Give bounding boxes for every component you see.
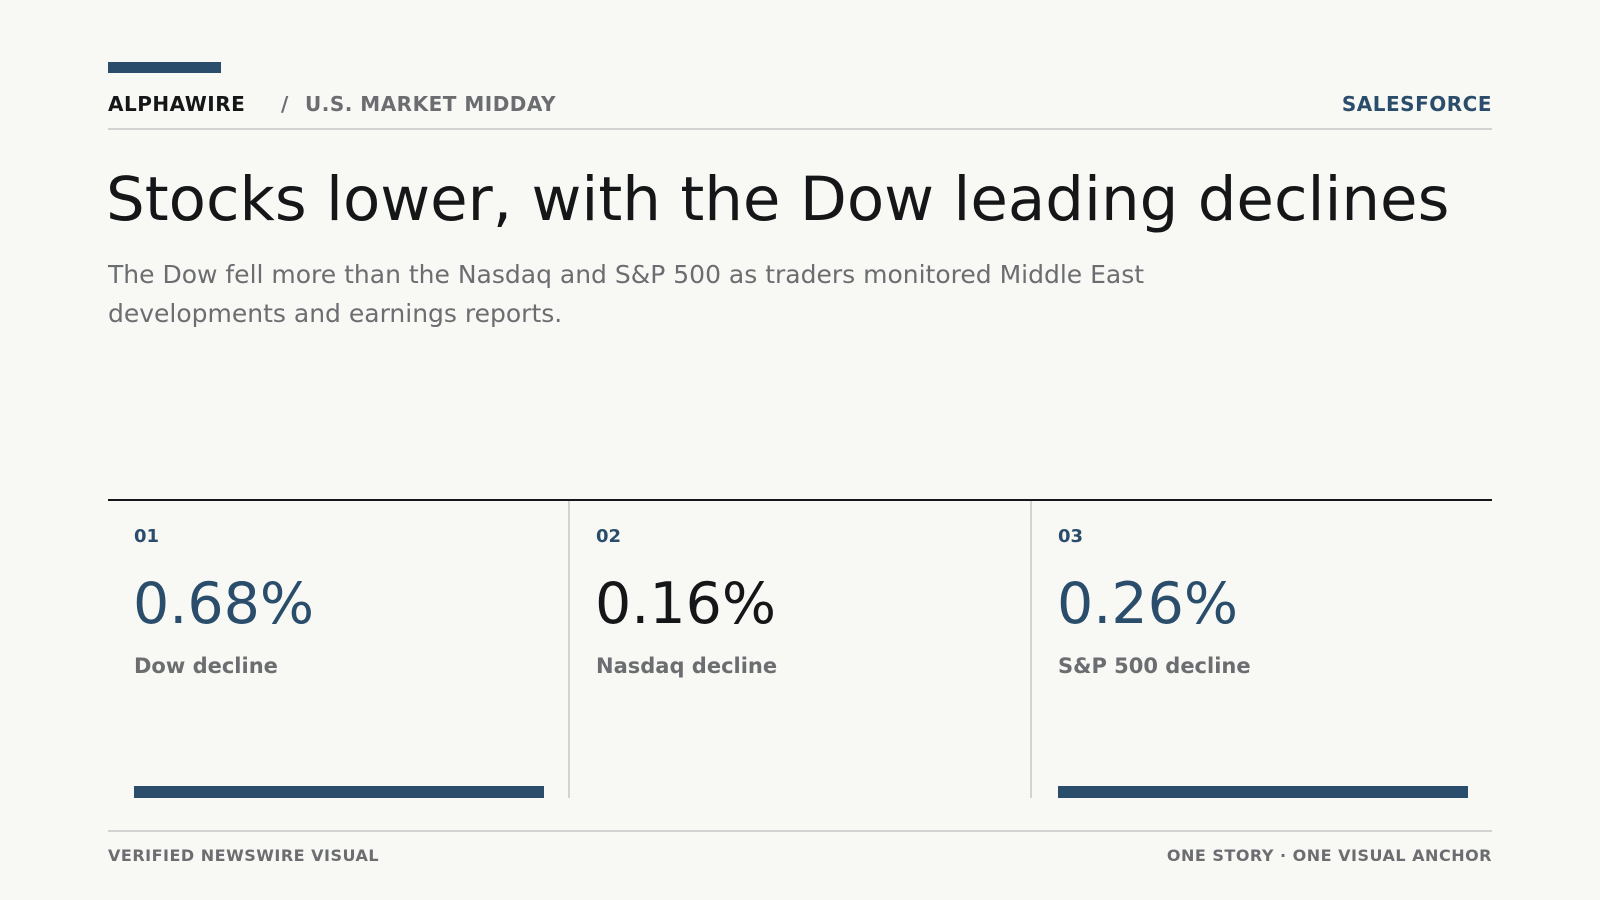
stat-index: 03 [1058, 526, 1084, 547]
accent-bar [108, 62, 221, 73]
stat-index: 02 [596, 526, 622, 547]
page-footer: VERIFIED NEWSWIRE VISUAL ONE STORY · ONE… [108, 830, 1492, 872]
stat-highlight-bar [1058, 786, 1468, 798]
stat-index: 01 [134, 526, 160, 547]
stat-label: Nasdaq decline [596, 654, 778, 678]
stat-label: Dow decline [134, 654, 278, 678]
stat-card-sp500: 03 0.26% S&P 500 decline [1032, 501, 1492, 798]
stat-highlight-bar [134, 786, 544, 798]
footer-credit: VERIFIED NEWSWIRE VISUAL [108, 846, 380, 865]
article-summary: The Dow fell more than the Nasdaq and S&… [108, 260, 1145, 328]
stat-value: 0.16% [595, 571, 777, 637]
brand-name[interactable]: ALPHAWIRE [108, 92, 246, 116]
footer-tagline: ONE STORY · ONE VISUAL ANCHOR [1166, 846, 1492, 865]
stat-value: 0.68% [133, 571, 315, 637]
page-title: Stocks lower, with the Dow leading decli… [106, 164, 1450, 235]
breadcrumb-separator: / [281, 92, 289, 116]
stat-value: 0.26% [1057, 571, 1239, 637]
page-header: ALPHAWIRE / U.S. MARKET MIDDAY SALESFORC… [108, 92, 1492, 130]
stat-card-nasdaq: 02 0.16% Nasdaq decline [570, 501, 1032, 798]
section-label[interactable]: U.S. MARKET MIDDAY [305, 92, 556, 116]
stats-panel: 01 0.68% Dow decline 02 0.16% Nasdaq dec… [108, 499, 1492, 798]
stat-label: S&P 500 decline [1058, 654, 1251, 678]
stat-card-dow: 01 0.68% Dow decline [108, 501, 570, 798]
topic-tag[interactable]: SALESFORCE [1341, 92, 1492, 116]
